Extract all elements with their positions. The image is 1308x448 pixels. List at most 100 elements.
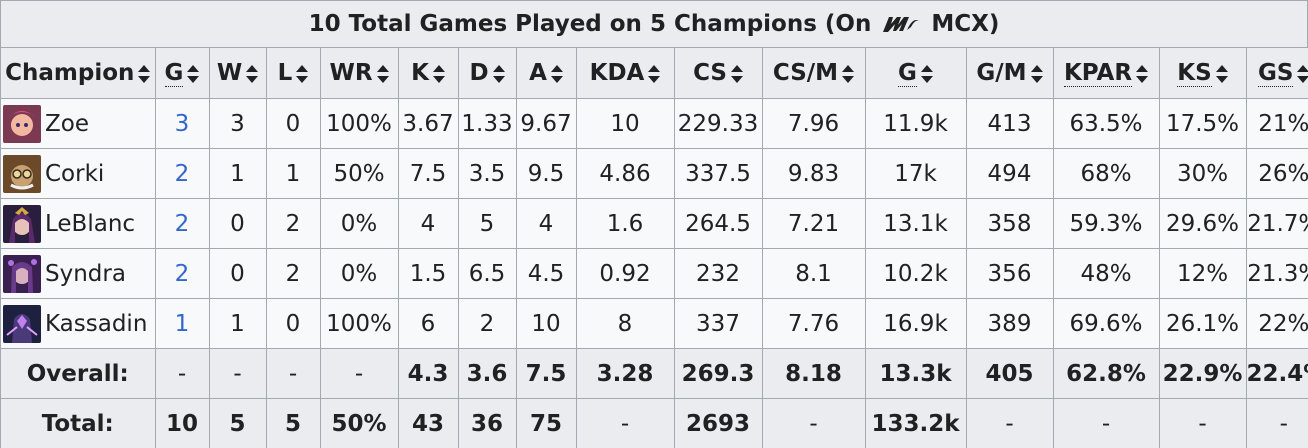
wins-cell: 1	[208, 298, 267, 349]
games-cell[interactable]: 1	[154, 298, 210, 349]
wins-cell: 0	[208, 198, 267, 249]
gs-cell: 21%	[1245, 98, 1308, 149]
winrate-cell: 50%	[319, 148, 399, 199]
cs-cell: 2693	[673, 398, 763, 448]
col-gs[interactable]: GS	[1245, 48, 1308, 99]
gold-per-min-cell: 413	[965, 98, 1054, 149]
caption-team: MCX	[931, 11, 989, 37]
kills-cell: 4	[397, 198, 459, 249]
sort-arrows-icon[interactable]	[1215, 64, 1228, 83]
gold-cell: 13.3k	[864, 348, 967, 399]
games-cell[interactable]: 2	[154, 248, 210, 299]
table-row: Zoe 3 3 0 100% 3.67 1.33 9.67 10 229.33 …	[1, 98, 1308, 149]
sort-arrows-icon[interactable]	[1136, 64, 1149, 83]
col-games[interactable]: G	[154, 48, 210, 99]
sort-arrows-icon[interactable]	[648, 64, 661, 83]
col-cs-per-min[interactable]: CS/M	[761, 48, 866, 99]
table-row: Syndra 2 0 2 0% 1.5 6.5 4.5 0.92 232 8.1…	[1, 248, 1308, 299]
sort-arrows-icon[interactable]	[492, 64, 505, 83]
kpar-cell: 62.8%	[1052, 348, 1160, 399]
cs-cell: 232	[673, 248, 763, 299]
col-kpar[interactable]: KPAR	[1052, 48, 1160, 99]
kda-cell: -	[575, 398, 675, 448]
col-assists[interactable]: A	[515, 48, 577, 99]
sort-arrows-icon[interactable]	[550, 64, 563, 83]
table-row: LeBlanc 2 0 2 0% 4 5 4 1.6 264.5 7.21 13…	[1, 198, 1308, 249]
col-gold-per-min[interactable]: G/M	[965, 48, 1054, 99]
col-gold[interactable]: G	[864, 48, 967, 99]
kda-cell: 8	[575, 298, 675, 349]
deaths-cell: 6.5	[457, 248, 517, 299]
wins-cell: 5	[208, 398, 267, 448]
col-winrate[interactable]: WR	[319, 48, 399, 99]
sort-arrows-icon[interactable]	[246, 64, 259, 83]
games-cell[interactable]: 2	[154, 198, 210, 249]
col-kda[interactable]: KDA	[575, 48, 675, 99]
kda-cell: 10	[575, 98, 675, 149]
games-cell[interactable]: 2	[154, 148, 210, 199]
winrate-cell: 0%	[319, 248, 399, 299]
caption-text: 10 Total Games Played on 5 Champions (On	[308, 11, 872, 37]
gs-cell: 22%	[1245, 298, 1308, 349]
col-losses[interactable]: L	[265, 48, 321, 99]
losses-cell: 2	[265, 248, 321, 299]
sort-arrows-icon[interactable]	[842, 64, 855, 83]
sort-arrows-icon[interactable]	[138, 64, 151, 83]
champion-cell[interactable]: Kassadin	[1, 298, 156, 349]
sort-arrows-icon[interactable]	[376, 64, 389, 83]
total-label: Total:	[1, 398, 156, 448]
kda-cell: 4.86	[575, 148, 675, 199]
col-ks[interactable]: KS	[1158, 48, 1247, 99]
champion-cell[interactable]: Zoe	[1, 98, 156, 149]
kills-cell: 3.67	[397, 98, 459, 149]
gold-cell: 10.2k	[864, 248, 967, 299]
winrate-cell: 100%	[319, 298, 399, 349]
sort-arrows-icon[interactable]	[730, 64, 743, 83]
kills-cell: 4.3	[397, 348, 459, 399]
gold-cell: 133.2k	[864, 398, 967, 448]
col-wins[interactable]: W	[208, 48, 267, 99]
gold-cell: 16.9k	[864, 298, 967, 349]
kills-cell: 7.5	[397, 148, 459, 199]
games-cell[interactable]: 3	[154, 98, 210, 149]
champion-cell[interactable]: Corki	[1, 148, 156, 199]
col-kills[interactable]: K	[397, 48, 459, 99]
kda-cell: 3.28	[575, 348, 675, 399]
kpar-cell: 63.5%	[1052, 98, 1160, 149]
winrate-cell: -	[319, 348, 399, 399]
sort-arrows-icon[interactable]	[187, 64, 200, 83]
cs-per-min-cell: 7.96	[761, 98, 866, 149]
cs-per-min-cell: 7.76	[761, 298, 866, 349]
sort-arrows-icon[interactable]	[920, 64, 933, 83]
cs-per-min-cell: -	[761, 398, 866, 448]
gs-cell: 21.3%	[1245, 248, 1308, 299]
gold-per-min-cell: 494	[965, 148, 1054, 199]
ks-cell: 26.1%	[1158, 298, 1247, 349]
deaths-cell: 3.5	[457, 148, 517, 199]
gold-per-min-cell: 356	[965, 248, 1054, 299]
games-cell: -	[154, 348, 210, 399]
mcx-logo-icon	[883, 17, 920, 32]
assists-cell: 4	[515, 198, 577, 249]
col-deaths[interactable]: D	[457, 48, 517, 99]
sort-arrows-icon[interactable]	[296, 64, 309, 83]
leblanc-portrait	[3, 204, 41, 243]
sort-arrows-icon[interactable]	[432, 64, 445, 83]
champion-cell[interactable]: LeBlanc	[1, 198, 156, 249]
sort-arrows-icon[interactable]	[1030, 64, 1043, 83]
deaths-cell: 5	[457, 198, 517, 249]
table-caption: 10 Total Games Played on 5 Champions (On…	[1, 1, 1307, 48]
assists-cell: 9.5	[515, 148, 577, 199]
gold-cell: 17k	[864, 148, 967, 199]
deaths-cell: 1.33	[457, 98, 517, 149]
overall-label: Overall:	[1, 348, 156, 399]
sort-arrows-icon[interactable]	[1297, 64, 1308, 83]
col-champion[interactable]: Champion	[1, 48, 156, 99]
col-cs[interactable]: CS	[673, 48, 763, 99]
wins-cell: -	[208, 348, 267, 399]
gs-cell: 22.4%	[1245, 348, 1308, 399]
losses-cell: 0	[265, 98, 321, 149]
total-row: Total: 10 5 5 50% 43 36 75 - 2693 - 133.…	[1, 398, 1308, 448]
champion-cell[interactable]: Syndra	[1, 248, 156, 299]
